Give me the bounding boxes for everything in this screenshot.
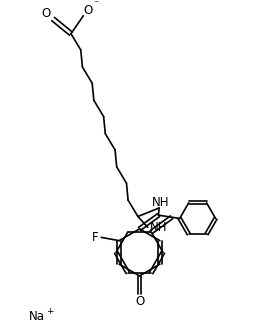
Text: O: O <box>42 7 51 20</box>
Text: NH: NH <box>152 196 169 209</box>
Text: F: F <box>92 231 98 244</box>
Text: O: O <box>83 4 93 17</box>
Text: O: O <box>135 295 144 308</box>
Text: NH: NH <box>149 221 167 234</box>
Text: ⁻: ⁻ <box>94 0 99 9</box>
Text: +: + <box>47 307 54 316</box>
Text: Na: Na <box>28 310 44 323</box>
